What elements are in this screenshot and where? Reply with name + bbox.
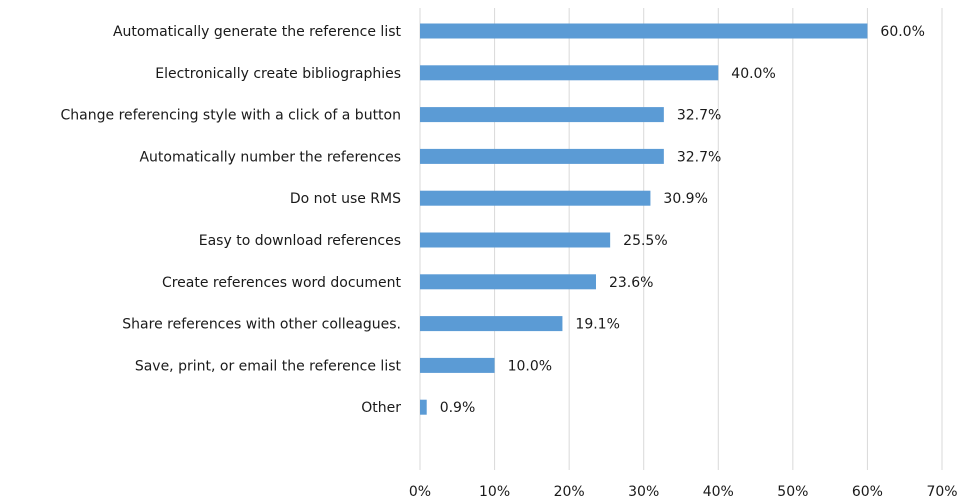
- bar: [420, 274, 596, 290]
- category-label: Create references word document: [162, 275, 402, 291]
- bar: [420, 65, 719, 81]
- data-label: 32.7%: [677, 149, 721, 165]
- x-tick-label: 60%: [852, 484, 883, 500]
- data-label: 25.5%: [623, 233, 667, 249]
- bars: [420, 23, 868, 415]
- data-label: 23.6%: [609, 275, 653, 291]
- x-tick-label: 70%: [926, 484, 957, 500]
- category-label: Automatically number the references: [139, 149, 401, 165]
- category-label: Automatically generate the reference lis…: [113, 24, 402, 40]
- category-label: Other: [361, 400, 401, 416]
- bar: [420, 107, 664, 123]
- bar: [420, 316, 563, 332]
- category-label: Change referencing style with a click of…: [61, 108, 401, 124]
- bar: [420, 399, 427, 415]
- x-tick-label: 0%: [409, 484, 431, 500]
- category-label: Save, print, or email the reference list: [135, 358, 402, 374]
- category-label: Share references with other colleagues.: [122, 317, 401, 333]
- data-label: 32.7%: [677, 108, 721, 124]
- bar: [420, 357, 495, 373]
- labels: 0% 10% 20% 30% 40% 50% 60% 70% Automatically gen…: [61, 24, 958, 500]
- data-label: 60.0%: [880, 24, 924, 40]
- data-label: 30.9%: [663, 191, 707, 207]
- x-tick-label: 40%: [703, 484, 734, 500]
- category-label: Electronically create bibliographies: [155, 66, 401, 82]
- data-label: 40.0%: [731, 66, 775, 82]
- x-tick-label: 50%: [777, 484, 808, 500]
- data-label: 19.1%: [575, 317, 619, 333]
- x-tick-label: 10%: [479, 484, 510, 500]
- bar: [420, 232, 611, 248]
- category-label: Easy to download references: [199, 233, 401, 249]
- bar: [420, 23, 868, 39]
- bar: [420, 148, 664, 164]
- bar: [420, 190, 651, 206]
- data-label: 10.0%: [508, 358, 552, 374]
- x-tick-label: 30%: [628, 484, 659, 500]
- data-label: 0.9%: [440, 400, 476, 416]
- x-tick-label: 20%: [554, 484, 585, 500]
- category-label: Do not use RMS: [290, 191, 401, 207]
